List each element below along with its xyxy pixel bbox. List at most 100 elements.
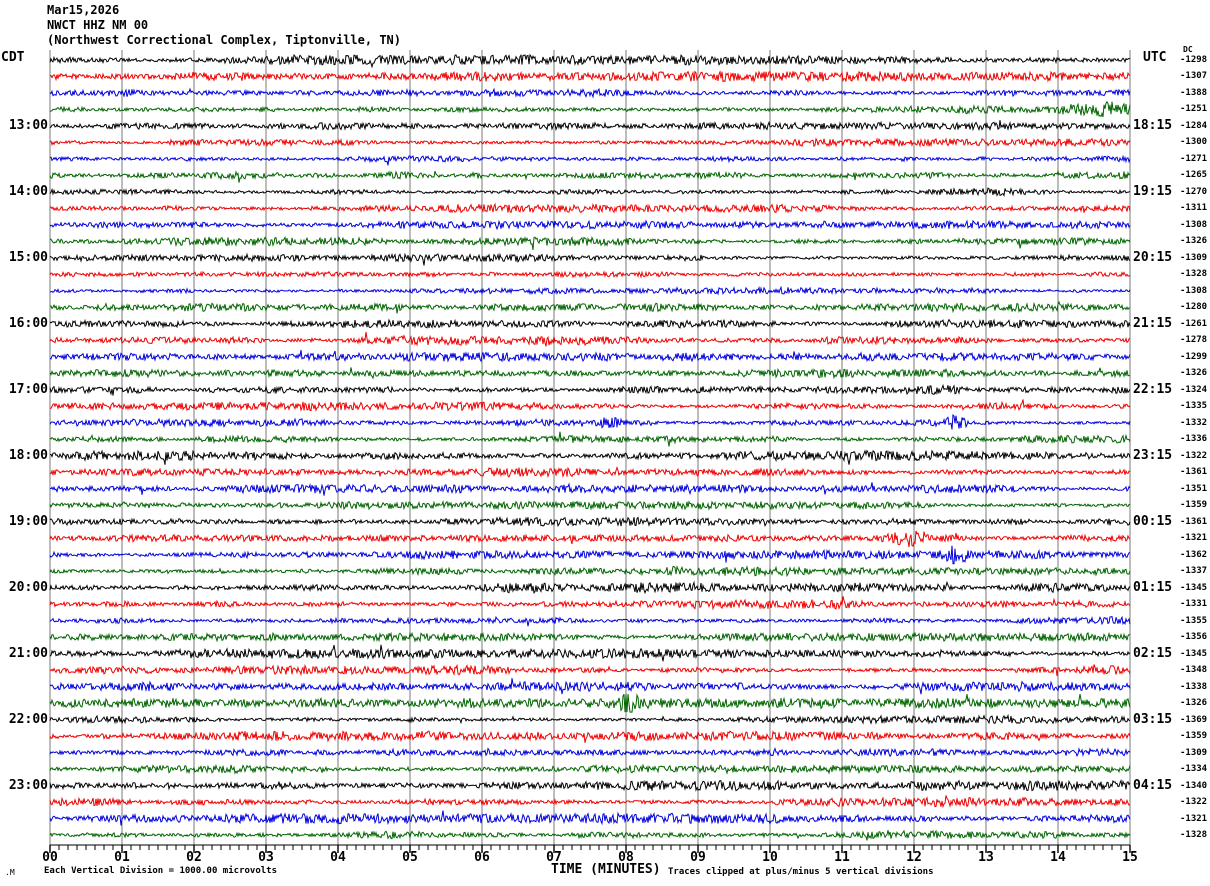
dc-value-label: -1321 <box>1180 814 1208 824</box>
trace-row-3 <box>49 100 1131 118</box>
x-tick-label: 11 <box>834 850 850 865</box>
x-tick-label: 03 <box>258 850 274 865</box>
trace-row-16 <box>49 318 1131 330</box>
dc-value-label: -1335 <box>1180 401 1208 411</box>
trace-row-28 <box>49 515 1131 528</box>
trace-row-1 <box>49 69 1131 84</box>
trace-row-13 <box>49 270 1131 279</box>
dc-value-label: -1300 <box>1180 137 1208 147</box>
dc-value-label: -1345 <box>1180 583 1208 593</box>
trace-row-11 <box>49 235 1131 250</box>
trace-row-46 <box>49 810 1131 826</box>
trace-row-44 <box>49 778 1131 792</box>
cdt-hour-label: 17:00 <box>8 382 48 397</box>
cdt-hour-label: 21:00 <box>8 646 48 661</box>
trace-row-5 <box>49 137 1131 148</box>
title-date: Mar15,2026 <box>47 3 120 17</box>
cdt-hour-label: 16:00 <box>8 316 48 331</box>
x-tick-label: 12 <box>906 850 922 865</box>
trace-row-6 <box>49 154 1131 166</box>
trace-row-20 <box>49 383 1131 396</box>
trace-row-35 <box>49 631 1131 643</box>
utc-hour-label: 02:15 <box>1133 646 1173 661</box>
dc-value-label: -1345 <box>1180 649 1208 659</box>
cdt-hour-label: 15:00 <box>8 250 48 265</box>
dc-value-label: -1359 <box>1180 731 1208 741</box>
footer-scale-note: Each Vertical Division = 1000.00 microvo… <box>44 866 277 876</box>
dc-value-label: -1280 <box>1180 302 1208 312</box>
x-tick-label: 00 <box>42 850 58 865</box>
dc-value-label: -1328 <box>1180 269 1208 279</box>
x-axis-title: TIME (MINUTES) <box>551 862 661 877</box>
dc-value-label: -1265 <box>1180 170 1208 180</box>
utc-hour-label: 00:15 <box>1133 514 1173 529</box>
trace-row-47 <box>49 829 1131 841</box>
title-station: NWCT HHZ NM 00 <box>47 18 149 32</box>
trace-row-12 <box>49 252 1131 266</box>
title-location: (Northwest Correctional Complex, Tiptonv… <box>47 33 402 47</box>
dc-value-label: -1337 <box>1180 566 1208 576</box>
x-tick-label: 06 <box>474 850 490 865</box>
x-tick-label: 04 <box>330 850 346 865</box>
trace-row-18 <box>49 349 1131 363</box>
watermark-glyph: .M <box>5 868 15 877</box>
x-axis <box>49 844 1131 853</box>
dc-value-label: -1278 <box>1180 335 1208 345</box>
dc-value-label: -1369 <box>1180 715 1208 725</box>
utc-hour-label: 21:15 <box>1133 316 1173 331</box>
dc-value-label: -1326 <box>1180 368 1208 378</box>
trace-row-2 <box>49 87 1131 99</box>
trace-row-17 <box>49 331 1131 347</box>
x-tick-label: 10 <box>762 850 778 865</box>
trace-row-36 <box>49 644 1131 662</box>
trace-row-10 <box>49 219 1131 231</box>
x-tick-label: 15 <box>1122 850 1138 865</box>
dc-value-label: -1299 <box>1180 352 1208 362</box>
trace-row-29 <box>49 530 1131 548</box>
left-timezone-header: CDT <box>1 50 25 65</box>
trace-row-34 <box>49 615 1131 627</box>
dc-value-label: -1308 <box>1180 286 1208 296</box>
dc-value-label: -1332 <box>1180 418 1208 428</box>
trace-row-41 <box>49 730 1131 743</box>
utc-hour-label: 03:15 <box>1133 712 1173 727</box>
trace-row-26 <box>49 482 1131 496</box>
dc-value-label: -1328 <box>1180 830 1208 840</box>
utc-hour-label: 19:15 <box>1133 184 1173 199</box>
trace-row-43 <box>49 763 1131 775</box>
trace-row-27 <box>49 499 1131 511</box>
dc-value-label: -1251 <box>1180 104 1208 114</box>
x-tick-label: 01 <box>114 850 130 865</box>
cdt-hour-label: 13:00 <box>8 118 48 133</box>
dc-value-label: -1361 <box>1180 517 1208 527</box>
dc-value-label: -1322 <box>1180 797 1208 807</box>
cdt-hour-label: 14:00 <box>8 184 48 199</box>
dc-value-label: -1348 <box>1180 665 1208 675</box>
trace-row-25 <box>49 466 1131 479</box>
trace-row-38 <box>49 678 1131 695</box>
utc-hour-label: 01:15 <box>1133 580 1173 595</box>
cdt-hour-label: 18:00 <box>8 448 48 463</box>
minute-grid-lines <box>49 50 1131 845</box>
dc-value-label: -1322 <box>1180 451 1208 461</box>
x-tick-label: 02 <box>186 850 202 865</box>
cdt-hour-label: 22:00 <box>8 712 48 727</box>
utc-hour-label: 18:15 <box>1133 118 1173 133</box>
trace-row-33 <box>49 596 1131 611</box>
dc-value-label: -1298 <box>1180 55 1208 65</box>
dc-value-label: -1324 <box>1180 385 1208 395</box>
dc-value-label: -1321 <box>1180 533 1208 543</box>
x-tick-label: 09 <box>690 850 706 865</box>
trace-row-30 <box>49 545 1131 565</box>
dc-column-header: DC <box>1183 45 1193 54</box>
dc-value-label: -1326 <box>1180 236 1208 246</box>
trace-row-39 <box>49 693 1131 713</box>
trace-row-14 <box>49 285 1131 296</box>
dc-value-label: -1309 <box>1180 253 1208 263</box>
trace-row-4 <box>49 120 1131 132</box>
dc-value-label: -1326 <box>1180 698 1208 708</box>
dc-value-label: -1284 <box>1180 121 1208 131</box>
cdt-hour-label: 20:00 <box>8 580 48 595</box>
cdt-hour-label: 19:00 <box>8 514 48 529</box>
